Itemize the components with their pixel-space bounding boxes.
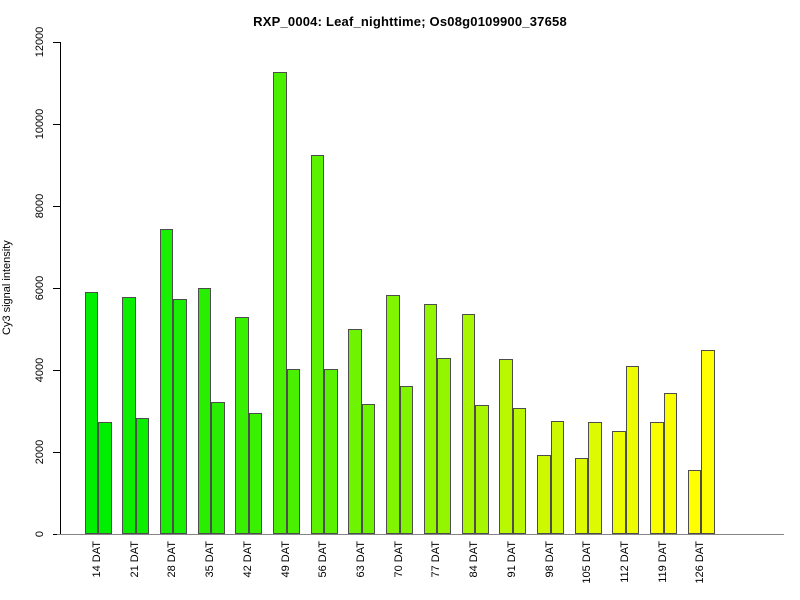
bar-49-dat-right-bar xyxy=(286,369,301,534)
bar-35-dat-left-bar xyxy=(197,288,212,534)
bar-42-dat-right-bar xyxy=(248,413,263,534)
x-tick-label: 77 DAT xyxy=(430,541,443,578)
bar-63-dat-left-bar xyxy=(348,329,362,534)
bar-14-dat-left-bar xyxy=(84,292,98,534)
x-tick-label: 105 DAT xyxy=(581,541,594,584)
x-tick-label: 56 DAT xyxy=(317,541,330,578)
bar-119-dat-right-bar xyxy=(663,393,678,534)
x-tick-label: 28 DAT xyxy=(166,541,179,578)
y-axis-label: Cy3 signal intensity xyxy=(1,240,13,336)
x-tick-label: 21 DAT xyxy=(128,541,141,578)
x-tick-label: 49 DAT xyxy=(279,541,292,578)
x-tick-label: 119 DAT xyxy=(656,541,669,583)
bar-28-dat-left-bar xyxy=(159,229,174,534)
bar-77-dat-right-bar xyxy=(437,358,451,534)
bar-84-dat-right-bar xyxy=(475,405,489,534)
y-tick-label: 2000 xyxy=(34,439,46,465)
x-axis-baseline xyxy=(57,534,784,535)
x-tick-label: 112 DAT xyxy=(618,541,631,583)
bar-70-dat-left-bar xyxy=(386,295,400,534)
bar-126-dat-left-bar xyxy=(687,470,702,534)
y-axis-tick xyxy=(53,123,60,125)
bar-84-dat-left-bar xyxy=(461,314,476,534)
bar-98-dat-left-bar xyxy=(537,455,551,534)
x-tick-label: 126 DAT xyxy=(694,541,707,584)
y-tick-label: 4000 xyxy=(34,357,46,383)
bar-98-dat-right-bar xyxy=(550,421,565,534)
bar-35-dat-right-bar xyxy=(211,402,225,534)
bar-105-dat-left-bar xyxy=(574,458,589,534)
y-axis-tick xyxy=(53,451,60,453)
bar-14-dat-right-bar xyxy=(98,422,112,534)
x-tick-label: 63 DAT xyxy=(354,541,367,578)
x-tick-label: 84 DAT xyxy=(468,541,481,578)
bar-91-dat-right-bar xyxy=(512,408,527,534)
bar-28-dat-right-bar xyxy=(173,299,187,534)
bar-42-dat-left-bar xyxy=(235,317,249,534)
bar-112-dat-left-bar xyxy=(612,431,626,534)
y-tick-label: 8000 xyxy=(34,193,46,219)
bar-70-dat-right-bar xyxy=(399,386,414,534)
y-axis-tick xyxy=(53,41,60,43)
bar-56-dat-left-bar xyxy=(310,155,325,534)
bar-119-dat-left-bar xyxy=(650,422,664,534)
bar-77-dat-left-bar xyxy=(423,304,438,534)
x-tick-label: 98 DAT xyxy=(543,541,556,578)
y-axis-tick xyxy=(53,369,60,371)
bar-126-dat-right-bar xyxy=(701,350,715,534)
y-axis-tick xyxy=(53,533,60,535)
x-tick-label: 35 DAT xyxy=(204,541,217,578)
bar-56-dat-right-bar xyxy=(324,369,338,534)
bar-21-dat-left-bar xyxy=(122,297,136,534)
bar-105-dat-right-bar xyxy=(588,422,602,534)
bar-63-dat-right-bar xyxy=(361,404,376,534)
plot-area xyxy=(53,41,782,535)
y-tick-label: 12000 xyxy=(34,26,46,58)
y-tick-label: 6000 xyxy=(34,275,46,301)
bar-49-dat-left-bar xyxy=(273,72,287,534)
y-tick-label: 0 xyxy=(34,530,46,538)
bar-112-dat-right-bar xyxy=(625,366,640,534)
bar-21-dat-right-bar xyxy=(135,418,150,534)
y-axis-tick xyxy=(53,287,60,289)
x-tick-label: 70 DAT xyxy=(392,541,405,578)
x-tick-label: 42 DAT xyxy=(241,541,254,578)
x-tick-label: 91 DAT xyxy=(505,541,518,578)
y-tick-label: 10000 xyxy=(34,108,46,140)
x-tick-label: 14 DAT xyxy=(91,541,103,578)
y-axis-tick xyxy=(53,205,60,207)
chart-title: RXP_0004: Leaf_nighttime; Os08g0109900_3… xyxy=(253,14,567,29)
bar-91-dat-left-bar xyxy=(499,359,513,534)
